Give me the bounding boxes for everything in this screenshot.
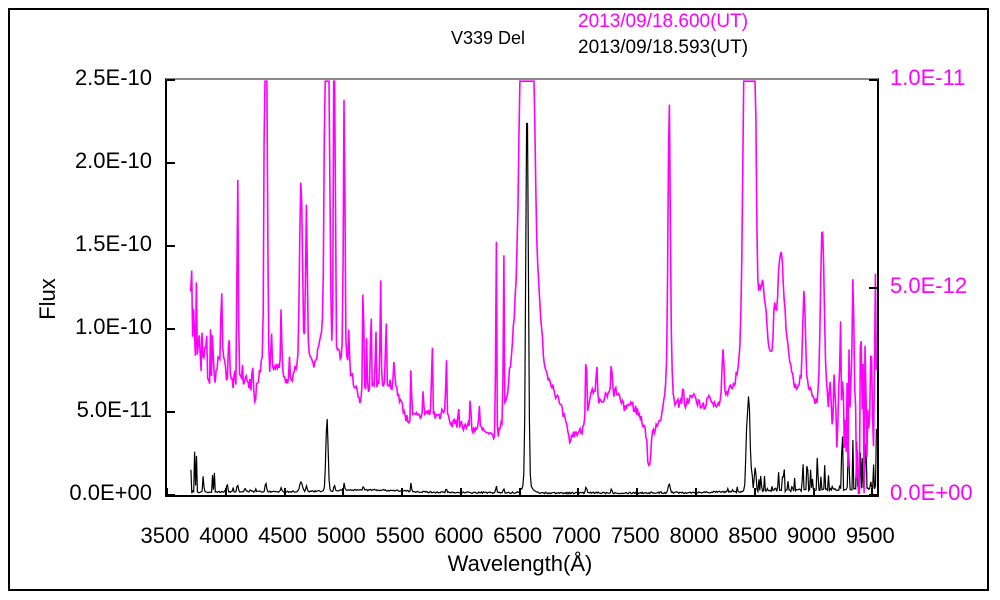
x-tick-label: 4500 (258, 523, 308, 548)
legend-entry-magenta: 2013/09/18.600(UT) (578, 11, 749, 32)
x-tick-mark (224, 488, 227, 495)
x-tick-label: 3500 (140, 523, 190, 548)
y-left-tick-mark (167, 411, 175, 413)
x-tick-mark (753, 488, 756, 495)
y-right-tick-label: 0.0E+00 (890, 480, 973, 505)
y-left-tick-label: 5.0E-11 (76, 397, 152, 422)
x-tick-label: 5500 (375, 523, 425, 548)
x-tick-label: 8500 (728, 523, 778, 548)
chart-title: V339 Del (450, 28, 526, 48)
x-tick-mark (812, 488, 815, 495)
y-right-tick-mark (869, 286, 877, 289)
x-tick-label: 5000 (316, 523, 366, 548)
y-right-tick-label: 1.0E-11 (890, 65, 966, 90)
x-tick-mark (636, 488, 639, 495)
x-tick-mark (401, 488, 404, 495)
magenta-spectrum-line (189, 80, 877, 495)
spectra-plot (189, 80, 877, 495)
x-tick-label: 6000 (434, 523, 484, 548)
x-axis-title-wavelength: Wavelength(Å) (447, 551, 593, 576)
x-tick-label: 6500 (493, 523, 543, 548)
x-tick-mark (459, 488, 462, 495)
x-tick-mark (871, 488, 874, 495)
x-tick-label: 8000 (669, 523, 719, 548)
y-left-tick-mark (167, 79, 175, 81)
black-spectrum-line (190, 122, 877, 495)
x-tick-mark (283, 488, 286, 495)
y-right-tick-label: 5.0E-12 (890, 272, 968, 298)
y-right-tick-mark (869, 494, 877, 496)
x-tick-label: 9500 (845, 523, 895, 548)
y-left-tick-mark (167, 328, 175, 330)
x-tick-label: 7000 (551, 523, 601, 548)
y-left-tick-label: 2.5E-10 (74, 65, 152, 90)
x-tick-mark (694, 488, 697, 495)
y-left-tick-label: 2.0E-10 (74, 148, 152, 173)
y-left-tick-mark (167, 162, 175, 164)
x-tick-mark (518, 488, 521, 495)
plot-area (165, 78, 879, 497)
y-right-tick-mark (869, 79, 877, 81)
x-tick-mark (577, 488, 580, 495)
legend-entry-black: 2013/09/18.593(UT) (578, 37, 749, 58)
y-left-tick-mark (167, 245, 175, 247)
y-left-tick-mark (167, 494, 175, 496)
x-tick-label: 9000 (787, 523, 836, 548)
x-tick-mark (166, 488, 168, 495)
x-tick-label: 7500 (610, 523, 660, 548)
x-tick-mark (342, 488, 345, 495)
y-left-tick-label: 0.0E+00 (69, 480, 152, 505)
y-left-tick-label: 1.0E-10 (74, 314, 152, 339)
y-left-tick-label: 1.5E-10 (74, 231, 152, 256)
x-tick-label: 4000 (199, 523, 249, 548)
figure-border (8, 8, 989, 591)
